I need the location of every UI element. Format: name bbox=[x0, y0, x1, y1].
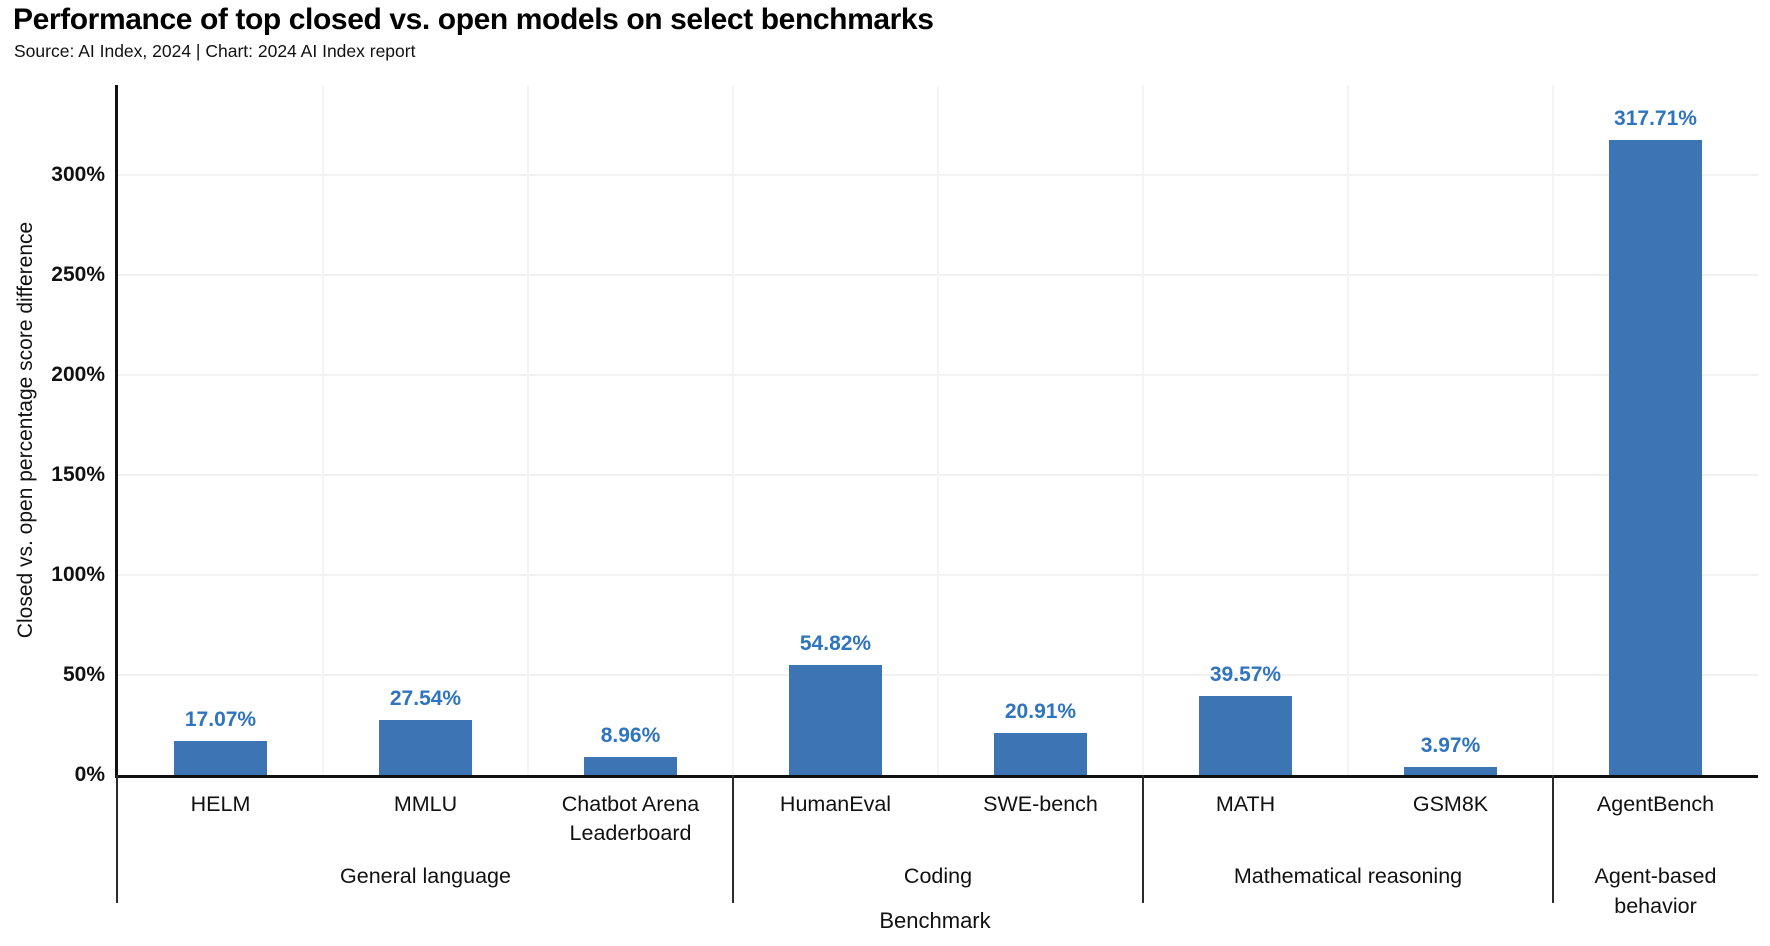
bar-value-label: 27.54% bbox=[389, 686, 462, 710]
bar-value-label: 8.96% bbox=[600, 724, 661, 748]
gridline-v bbox=[732, 85, 734, 775]
category-label: MATH bbox=[1215, 792, 1276, 816]
bar-value-label: 17.07% bbox=[184, 707, 257, 731]
y-tick-label: 50% bbox=[62, 663, 105, 686]
bar bbox=[379, 719, 472, 775]
gridline-v bbox=[1142, 85, 1144, 775]
x-axis-title: Benchmark bbox=[879, 908, 991, 933]
group-divider-line bbox=[1142, 775, 1144, 903]
group-divider-line bbox=[732, 775, 734, 903]
bar bbox=[1609, 139, 1702, 775]
group-divider-line bbox=[115, 775, 118, 903]
group-label: Mathematical reasoning bbox=[1233, 864, 1463, 888]
category-label: SWE-bench bbox=[983, 792, 1098, 816]
group-label: Agent-based behavior bbox=[1594, 864, 1717, 919]
bar bbox=[1404, 767, 1497, 775]
bar bbox=[584, 757, 677, 775]
group-divider-line bbox=[1552, 775, 1554, 903]
gridline-v bbox=[1347, 85, 1349, 775]
gridline-v bbox=[937, 85, 939, 775]
y-tick-label: 300% bbox=[51, 163, 105, 186]
x-category-row: HELM MMLU Chatbot Arena Leaderboard HumanEv… bbox=[118, 790, 1758, 848]
bar bbox=[789, 665, 882, 775]
category-label: HELM bbox=[190, 792, 251, 816]
gridline-v bbox=[1552, 85, 1554, 775]
chart-source: Source: AI Index, 2024 | Chart: 2024 AI … bbox=[14, 41, 416, 61]
bar bbox=[994, 733, 1087, 775]
y-tick-label: 100% bbox=[51, 563, 105, 586]
category-label: MMLU bbox=[393, 792, 458, 816]
bar-value-label: 54.82% bbox=[799, 632, 872, 656]
chart-title: Performance of top closed vs. open model… bbox=[13, 3, 934, 36]
y-tick-label: 250% bbox=[51, 263, 105, 286]
y-tick-label: 200% bbox=[51, 363, 105, 386]
group-label: Coding bbox=[903, 864, 973, 888]
bar-value-label: 39.57% bbox=[1209, 662, 1282, 686]
y-tick-label: 150% bbox=[51, 463, 105, 486]
group-label: General language bbox=[340, 864, 511, 888]
gridline-v bbox=[322, 85, 324, 775]
category-label: HumanEval bbox=[779, 792, 892, 816]
gridline-v bbox=[527, 85, 529, 775]
y-tick-label: 0% bbox=[74, 763, 105, 786]
plot-area: HELM MMLU Chatbot Arena Leaderboard HumanEv… bbox=[51, 85, 1758, 918]
category-label: AgentBench bbox=[1596, 792, 1715, 816]
bar bbox=[1199, 695, 1292, 775]
bar-value-label: 3.97% bbox=[1420, 734, 1481, 758]
x-group-row: General language Coding Mathematical reaso… bbox=[118, 861, 1758, 921]
bar bbox=[174, 740, 267, 775]
bar-value-label: 20.91% bbox=[1004, 700, 1077, 724]
category-label: GSM8K bbox=[1412, 792, 1489, 816]
category-label: Chatbot Arena Leaderboard bbox=[561, 792, 700, 846]
bar-value-label: 317.71% bbox=[1614, 106, 1697, 130]
